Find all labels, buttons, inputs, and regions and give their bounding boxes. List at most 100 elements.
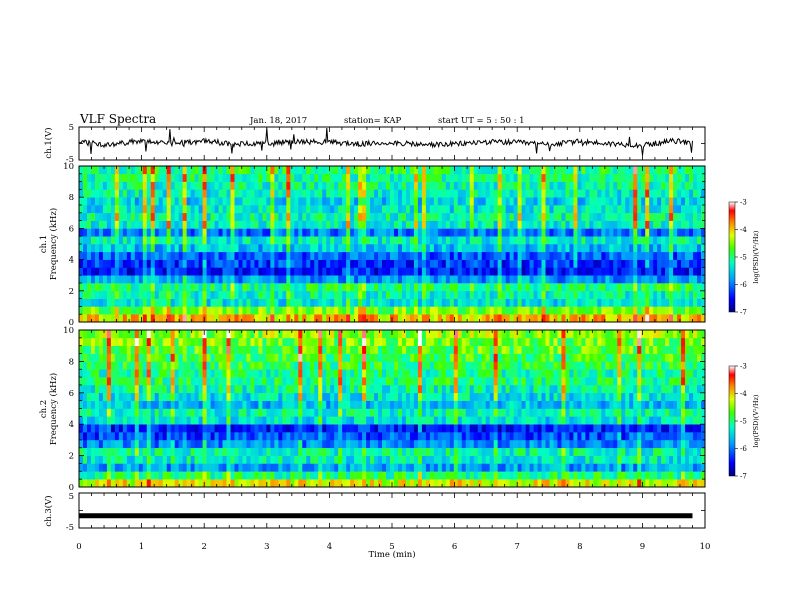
spectrogram-cell: [390, 439, 395, 449]
spectrogram-cell: [601, 220, 606, 229]
spectrogram-cell: [661, 259, 666, 268]
spectrogram-cell: [541, 283, 546, 292]
spectrogram-cell: [378, 416, 383, 425]
spectrogram-cell: [665, 267, 670, 276]
spectrogram-cell: [98, 236, 104, 245]
spectrogram-cell: [413, 290, 419, 299]
spectrogram-cell: [326, 251, 331, 260]
spectrogram-cell: [561, 236, 566, 245]
spectrogram-cell: [561, 189, 566, 198]
spectrogram-cell: [298, 212, 303, 221]
spectrogram-cell: [585, 244, 590, 253]
spectrogram-cell: [621, 283, 626, 292]
spectrogram-cell: [437, 244, 443, 253]
spectrogram-cell: [346, 447, 351, 456]
spectrogram-cell: [302, 189, 307, 198]
spectrogram-cell: [126, 424, 132, 433]
spectrogram-cell: [358, 166, 363, 175]
spectrogram-cell: [126, 447, 132, 456]
spectrogram-cell: [214, 353, 219, 362]
spectrogram-cell: [397, 298, 403, 307]
spectrogram-cell: [79, 173, 84, 182]
spectrogram-cell: [617, 259, 622, 268]
spectrogram-cell: [605, 259, 610, 268]
spectrogram-cell: [421, 267, 427, 276]
spectrogram-cell: [154, 455, 160, 464]
spectrogram-cell: [214, 463, 219, 472]
spectrogram-cell: [138, 228, 144, 237]
spectrogram-cell: [669, 189, 674, 198]
spectrogram-cell: [198, 244, 203, 253]
spectrogram-cell: [318, 283, 323, 292]
spectrogram-cell: [681, 205, 686, 214]
spectrogram-cell: [182, 197, 187, 206]
spectrogram-cell: [433, 197, 439, 206]
spectrogram-cell: [282, 181, 287, 190]
spectrogram-cell: [322, 337, 327, 346]
spectrogram-cell: [230, 306, 235, 315]
spectrogram-cell: [517, 283, 522, 292]
spectrogram-cell: [202, 408, 207, 417]
spectrogram-cell: [354, 384, 359, 394]
spectrogram-cell: [633, 189, 638, 198]
spectrogram-cell: [386, 377, 391, 386]
spectrogram-cell: [382, 463, 387, 472]
spectrogram-cell: [174, 447, 179, 456]
spectrogram-cell: [266, 181, 271, 190]
spectrogram-cell: [198, 189, 203, 198]
spectrogram-cell: [214, 166, 219, 175]
spectrogram-cell: [525, 166, 530, 175]
spectrogram-cell: [118, 400, 124, 409]
spectrogram-cell: [386, 251, 391, 260]
spectrogram-cell: [509, 189, 514, 198]
spectrogram-cell: [326, 275, 331, 284]
spectrogram-cell: [114, 314, 120, 323]
spectrogram-cell: [625, 220, 630, 229]
spectrogram-cell: [629, 189, 634, 198]
spectrogram-cell: [238, 392, 243, 401]
spectrogram-cell: [150, 432, 156, 441]
spectrogram-cell: [649, 173, 654, 182]
spectrogram-cell: [194, 369, 199, 378]
spectrogram-cell: [146, 205, 152, 214]
spectrogram-cell: [613, 166, 618, 175]
spectrogram-cell: [513, 236, 518, 245]
spectrogram-cell: [350, 455, 355, 464]
spectrogram-cell: [517, 205, 522, 214]
spectrogram-cell: [405, 314, 411, 323]
spectrogram-cell: [589, 166, 594, 175]
spectrogram-cell: [214, 408, 219, 417]
spectrogram-cell: [106, 283, 112, 292]
spectrogram-cell: [246, 361, 251, 370]
spectrogram-cell: [322, 244, 327, 253]
spectrogram-cell: [174, 369, 179, 378]
spectrogram-cell: [637, 259, 642, 268]
spectrogram-cell: [230, 463, 235, 472]
spectrogram-cell: [250, 447, 255, 456]
spectrogram-cell: [134, 377, 140, 386]
spectrogram-cell: [190, 337, 195, 346]
spectrogram-cell: [114, 220, 120, 229]
spectrogram-cell: [310, 267, 315, 276]
spectrogram-cell: [657, 236, 662, 245]
spectrogram-cell: [346, 353, 351, 362]
spectrogram-cell: [545, 267, 550, 276]
spectrogram-cell: [214, 259, 219, 268]
spectrogram-cell: [386, 392, 391, 401]
spectrogram-cell: [194, 244, 199, 253]
spectrogram-cell: [334, 314, 339, 323]
spectrogram-cell: [82, 471, 88, 480]
spectrogram-cell: [278, 330, 283, 339]
spectrogram-cell: [79, 212, 84, 221]
spectrogram-cell: [457, 181, 463, 190]
spectrogram-cell: [142, 369, 148, 378]
spectrogram-cell: [386, 416, 391, 425]
spectrogram-cell: [310, 306, 315, 315]
spectrogram-cell: [382, 345, 387, 354]
spectrogram-cell: [346, 361, 351, 370]
spectrogram-cell: [669, 275, 674, 284]
spectrogram-cell: [282, 228, 287, 237]
spectrogram-cell: [154, 432, 160, 441]
spectrogram-cell: [354, 369, 359, 378]
spectrogram-cell: [330, 283, 335, 292]
